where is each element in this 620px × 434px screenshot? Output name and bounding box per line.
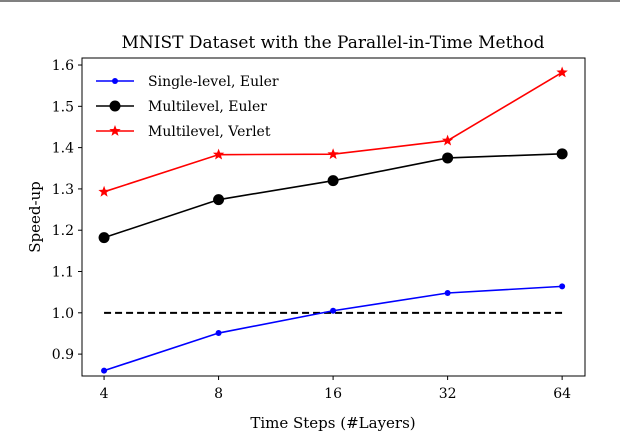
data-point [444,289,451,296]
data-point [442,152,454,164]
y-tick-label: 1.1 [52,265,74,281]
data-point-star [441,134,454,146]
y-tick-label: 1.3 [52,182,74,198]
y-tick-label: 1.6 [52,58,74,74]
data-point-star [109,125,121,136]
data-point [559,283,566,290]
data-point [556,148,568,160]
x-tick-label: 8 [214,386,223,402]
x-tick-label: 16 [324,386,342,402]
data-point [213,194,225,206]
data-point-star [98,185,110,197]
x-tick-label: 64 [553,386,571,402]
y-tick-label: 1.4 [52,141,74,157]
legend: Single-level, Euler Multilevel, Euler Mult… [96,74,279,140]
series-line [103,285,563,372]
series-line [103,153,563,239]
data-point [327,175,339,187]
legend-label: Multilevel, Verlet [148,124,271,140]
x-tick-label: 4 [100,386,109,402]
y-axis-label: Speed-up [26,181,44,253]
data-point [330,307,337,314]
chart-title: MNIST Dataset with the Parallel-in-Time … [122,33,545,53]
legend-label: Multilevel, Euler [148,99,267,115]
y-tick-label: 0.9 [52,347,74,363]
y-tick-label: 1.5 [52,99,74,115]
x-axis-label: Time Steps (#Layers) [250,414,415,432]
y-tick-label: 1.0 [52,306,74,322]
x-tick-label: 32 [439,386,457,402]
y-tick-label: 1.2 [52,223,74,239]
data-point [101,367,108,374]
data-point [109,100,121,112]
data-point [98,232,110,244]
data-point-star [212,148,225,160]
data-point-star [556,66,568,78]
data-point-star [327,148,339,160]
data-point [112,78,118,84]
legend-label: Single-level, Euler [148,74,279,90]
data-point [215,330,222,337]
